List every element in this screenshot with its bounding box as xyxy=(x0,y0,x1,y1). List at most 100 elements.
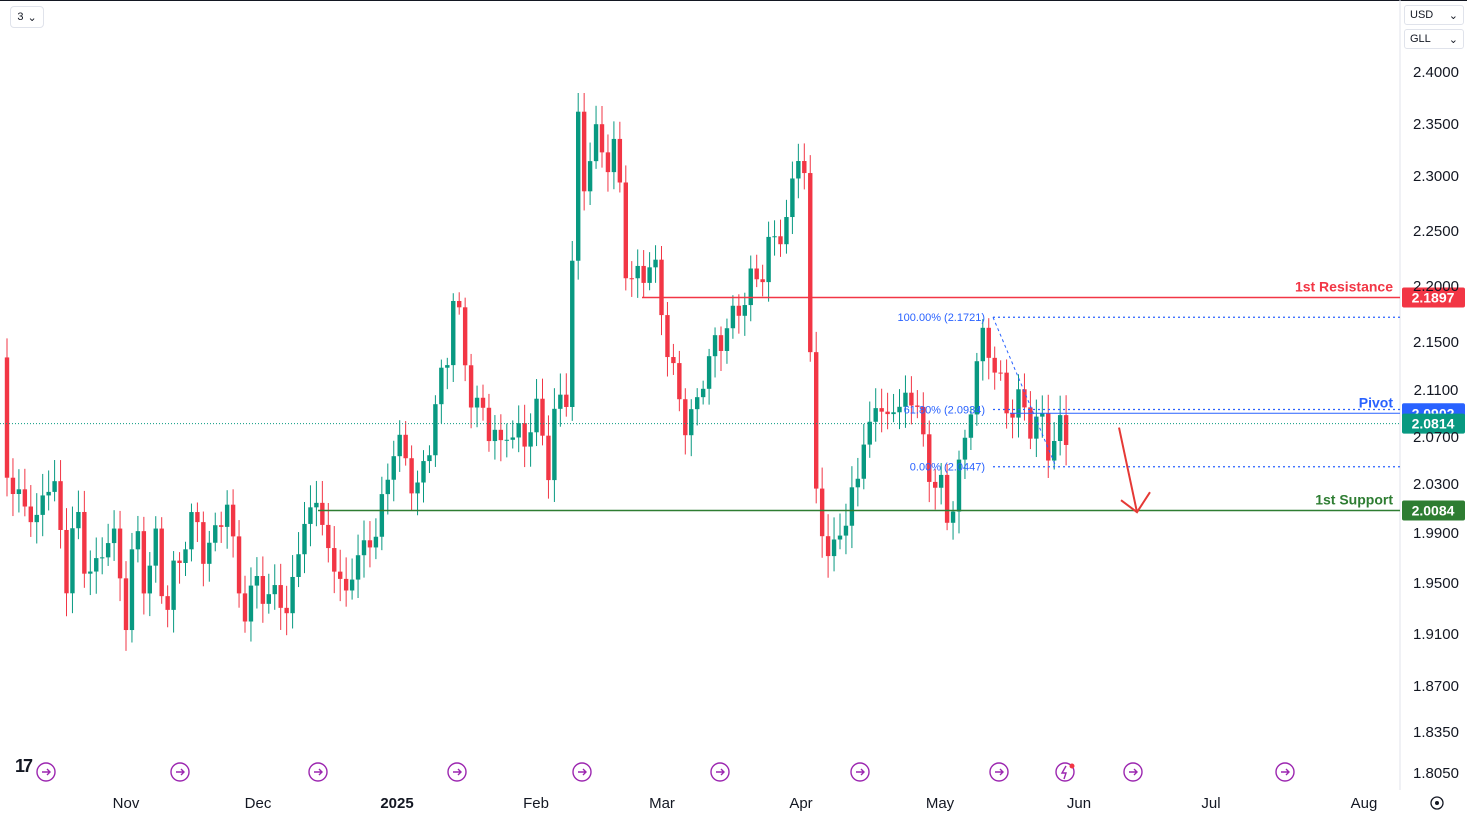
candle xyxy=(1016,374,1021,438)
candle-body xyxy=(909,392,914,406)
candle-body xyxy=(504,439,509,441)
candle-body xyxy=(915,405,920,407)
price-tick-label: 1.8350 xyxy=(1413,724,1459,741)
candle-body xyxy=(373,536,379,548)
candle-body xyxy=(183,549,188,563)
event-arrow xyxy=(995,768,1004,776)
candle xyxy=(34,493,39,544)
candle xyxy=(1004,359,1009,429)
candle-body xyxy=(558,394,563,409)
candle-body xyxy=(445,365,450,368)
candle-body xyxy=(956,459,962,512)
candle-body xyxy=(40,495,45,515)
candle-body xyxy=(617,138,623,183)
candle xyxy=(516,405,521,453)
candle-body xyxy=(100,557,105,559)
candle-body xyxy=(1004,372,1009,414)
interval-button[interactable]: 3 ⌄ xyxy=(10,6,44,28)
price-tick-label: 1.8700 xyxy=(1413,678,1459,695)
candle xyxy=(397,420,402,472)
candle xyxy=(308,485,313,547)
event-marker-icon xyxy=(572,762,592,782)
candle-body xyxy=(581,111,587,192)
candle xyxy=(415,470,420,516)
candle xyxy=(236,520,242,608)
candle-body xyxy=(379,494,385,537)
candle-body xyxy=(76,511,81,529)
unit-select[interactable]: GLL ⌄ xyxy=(1404,29,1464,49)
projection-arrow-shaft xyxy=(1118,427,1138,513)
candle-body xyxy=(927,434,932,482)
candle-body xyxy=(808,173,813,353)
candle-body xyxy=(796,161,801,179)
candle-body xyxy=(1040,413,1045,417)
candle-body xyxy=(677,363,682,400)
candle-body xyxy=(730,305,736,329)
candle-body xyxy=(94,558,99,572)
candle xyxy=(700,380,706,405)
candle-body xyxy=(278,585,283,608)
candle-body xyxy=(736,305,742,316)
candle xyxy=(546,415,551,499)
candle-body xyxy=(1034,416,1039,439)
candle-body xyxy=(308,507,313,524)
event-marker-icon xyxy=(447,762,467,782)
candle-body xyxy=(641,265,646,283)
candle-body xyxy=(861,444,866,479)
candle-body xyxy=(938,474,944,488)
candle-body xyxy=(177,560,182,563)
candle-body xyxy=(944,474,950,523)
candle-body xyxy=(492,429,498,442)
settings-icon[interactable] xyxy=(1430,796,1444,810)
candlestick-series xyxy=(4,92,1069,651)
candle-body xyxy=(367,540,373,548)
candle-body xyxy=(135,531,141,550)
price-tick-label: 1.9100 xyxy=(1413,626,1459,643)
candle-body xyxy=(968,414,974,438)
candle xyxy=(706,348,712,405)
candle xyxy=(1034,399,1039,458)
candle-body xyxy=(427,455,432,462)
candle xyxy=(849,466,855,549)
candle xyxy=(504,423,509,458)
candle xyxy=(730,295,736,339)
candle xyxy=(831,517,837,572)
time-tick-label: Mar xyxy=(649,795,675,812)
candle-body xyxy=(623,182,628,279)
candle xyxy=(629,261,634,297)
candle-body xyxy=(433,404,438,456)
candle xyxy=(1063,395,1069,466)
candle-body xyxy=(564,394,569,407)
candle-body xyxy=(885,411,890,415)
candle xyxy=(135,515,141,563)
earnings-dot xyxy=(1069,763,1075,769)
candle xyxy=(522,404,527,468)
currency-select[interactable]: USD ⌄ xyxy=(1404,5,1464,25)
candle-body xyxy=(1028,407,1033,439)
candle xyxy=(683,388,688,455)
candle xyxy=(379,476,385,551)
price-tick-label: 1.9500 xyxy=(1413,575,1459,592)
candle-body xyxy=(421,461,426,483)
candle-body xyxy=(778,236,783,245)
candle xyxy=(564,373,569,417)
candle-body xyxy=(242,593,248,622)
candle-body xyxy=(1052,441,1057,461)
candle-body xyxy=(659,259,664,316)
candle-body xyxy=(962,437,968,460)
event-arrow xyxy=(1129,768,1138,776)
candle xyxy=(653,245,658,283)
candle-body xyxy=(766,236,771,283)
candle-body xyxy=(254,576,260,586)
chevron-down-icon: ⌄ xyxy=(1448,33,1458,46)
candle xyxy=(576,92,581,280)
candle xyxy=(647,252,652,291)
unit-label: GLL xyxy=(1410,33,1431,45)
candle xyxy=(58,460,63,549)
candle-body xyxy=(189,512,194,550)
projection-arrow xyxy=(1118,427,1151,514)
last-price-tag xyxy=(1402,413,1465,434)
candle xyxy=(474,385,480,428)
candle-body xyxy=(4,357,10,478)
